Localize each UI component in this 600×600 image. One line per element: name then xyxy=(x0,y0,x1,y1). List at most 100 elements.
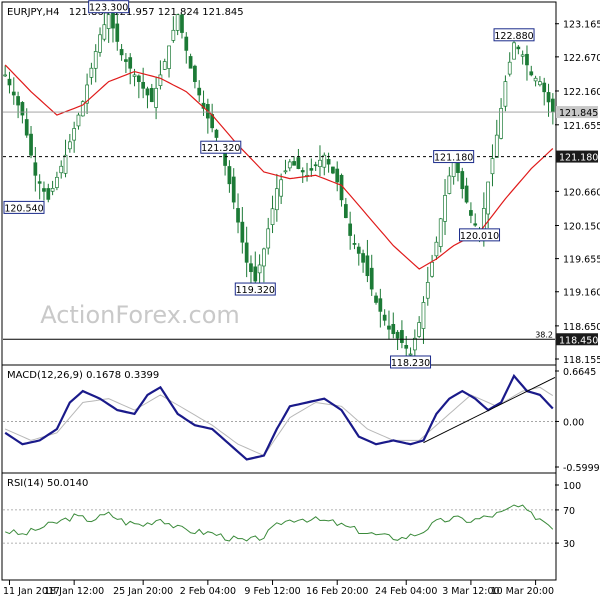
candle-body xyxy=(197,87,202,96)
candle-body xyxy=(46,188,51,200)
candle-body xyxy=(494,134,499,158)
time-tick-label: 16 Feb 20:00 xyxy=(306,586,368,597)
candle-body xyxy=(512,42,516,60)
candle-body xyxy=(343,204,348,219)
macd-lines xyxy=(4,373,556,461)
candle-body xyxy=(486,181,491,215)
candle-body xyxy=(257,264,262,274)
symbol: EURJPY,H4 xyxy=(7,7,60,18)
candle-body xyxy=(102,24,107,40)
ohlc-values: 121.864 121.957 121.824 121.845 xyxy=(69,7,244,18)
level-label-bg xyxy=(556,333,598,346)
candle-body xyxy=(253,266,258,282)
candle-body xyxy=(283,170,288,173)
candle-body xyxy=(473,223,478,226)
candle-body xyxy=(16,96,20,106)
candle-body xyxy=(262,248,266,267)
candle-body xyxy=(464,185,469,203)
candle-body xyxy=(162,61,167,70)
annotation-label: 123.300 xyxy=(89,3,128,14)
candle-body xyxy=(128,57,133,69)
price-tick-label: 120.660 xyxy=(563,187,600,198)
annotation-box xyxy=(200,140,242,154)
rsi-panel-frame xyxy=(1,472,557,581)
rsi-grid xyxy=(3,509,555,544)
candle-body xyxy=(20,102,25,116)
annotation-label: 121.320 xyxy=(201,143,240,154)
candle-body xyxy=(93,51,98,69)
candle-body xyxy=(361,253,365,263)
macd-tick-label: 0.00 xyxy=(563,417,584,428)
candle-body xyxy=(417,322,422,337)
candle-body xyxy=(533,77,538,82)
candle-body xyxy=(141,81,146,89)
candle-body xyxy=(430,261,434,277)
candle-body xyxy=(24,119,29,136)
candle-body xyxy=(184,36,189,51)
candle-body xyxy=(520,54,525,57)
annotation-box xyxy=(234,282,276,296)
candle-body xyxy=(154,87,158,108)
rsi-axis: 100 70 30 xyxy=(555,481,581,550)
annotation-label: 122.880 xyxy=(494,31,533,42)
candle-body xyxy=(538,81,542,86)
candle-body xyxy=(525,53,529,66)
candle-body xyxy=(175,14,180,31)
annotation-box xyxy=(493,28,535,42)
price-tick-label: 118.650 xyxy=(563,322,600,333)
candle-body xyxy=(469,210,473,216)
candle-body xyxy=(309,168,314,171)
symbol-label: EURJPY,H4 121.864 121.957 121.824 121.84… xyxy=(7,7,244,18)
candle-body xyxy=(404,345,409,349)
candle-body xyxy=(395,331,400,339)
candle-body xyxy=(266,228,271,249)
candle-body xyxy=(447,175,452,194)
rsi-series xyxy=(5,504,554,542)
candle-body xyxy=(318,159,322,168)
candle-body xyxy=(460,171,465,190)
candle-body xyxy=(365,255,370,277)
candle-body xyxy=(374,295,378,303)
candle-body xyxy=(516,46,521,50)
price-tick-label: 122.160 xyxy=(563,87,600,98)
candle-body xyxy=(80,101,85,117)
annotation-box xyxy=(459,228,501,242)
candles xyxy=(3,0,555,369)
candle-body xyxy=(98,34,102,53)
candle-body xyxy=(193,65,197,82)
level-label: 121.180 xyxy=(559,153,598,164)
level-label-bg xyxy=(556,150,598,163)
annotation-label: 118.230 xyxy=(391,358,430,369)
candle-body xyxy=(55,176,59,188)
candle-body xyxy=(339,174,344,201)
macd-series xyxy=(4,373,554,461)
price-tick-label: 118.155 xyxy=(563,355,600,366)
candle-body xyxy=(240,221,245,243)
candle-body xyxy=(124,59,128,62)
time-tick-label: 9 Feb 12:00 xyxy=(244,586,300,597)
candle-body xyxy=(425,282,430,299)
candle-body xyxy=(348,223,353,236)
price-tick-label: 123.165 xyxy=(563,20,600,31)
candle-body xyxy=(503,81,508,107)
price-annotations: 123.300 120.540 121.320 119.320 121.180 118.2… xyxy=(3,0,535,369)
macd-tick-label: 0.6645 xyxy=(563,367,596,378)
rsi-tick-label: 70 xyxy=(563,506,575,517)
candle-body xyxy=(490,158,495,175)
candle-body xyxy=(42,188,46,192)
watermark: ActionForex.com xyxy=(40,301,240,329)
candle-body xyxy=(352,243,357,245)
candle-body xyxy=(227,166,232,185)
candle-body xyxy=(115,23,120,42)
candle-body xyxy=(67,141,72,150)
macd-panel-frame xyxy=(1,364,557,474)
candle-body xyxy=(369,267,374,290)
candle-body xyxy=(378,298,383,312)
annotation-box xyxy=(433,150,475,164)
candle-body xyxy=(50,188,55,192)
candle-body xyxy=(158,74,163,86)
candle-body xyxy=(331,166,335,174)
